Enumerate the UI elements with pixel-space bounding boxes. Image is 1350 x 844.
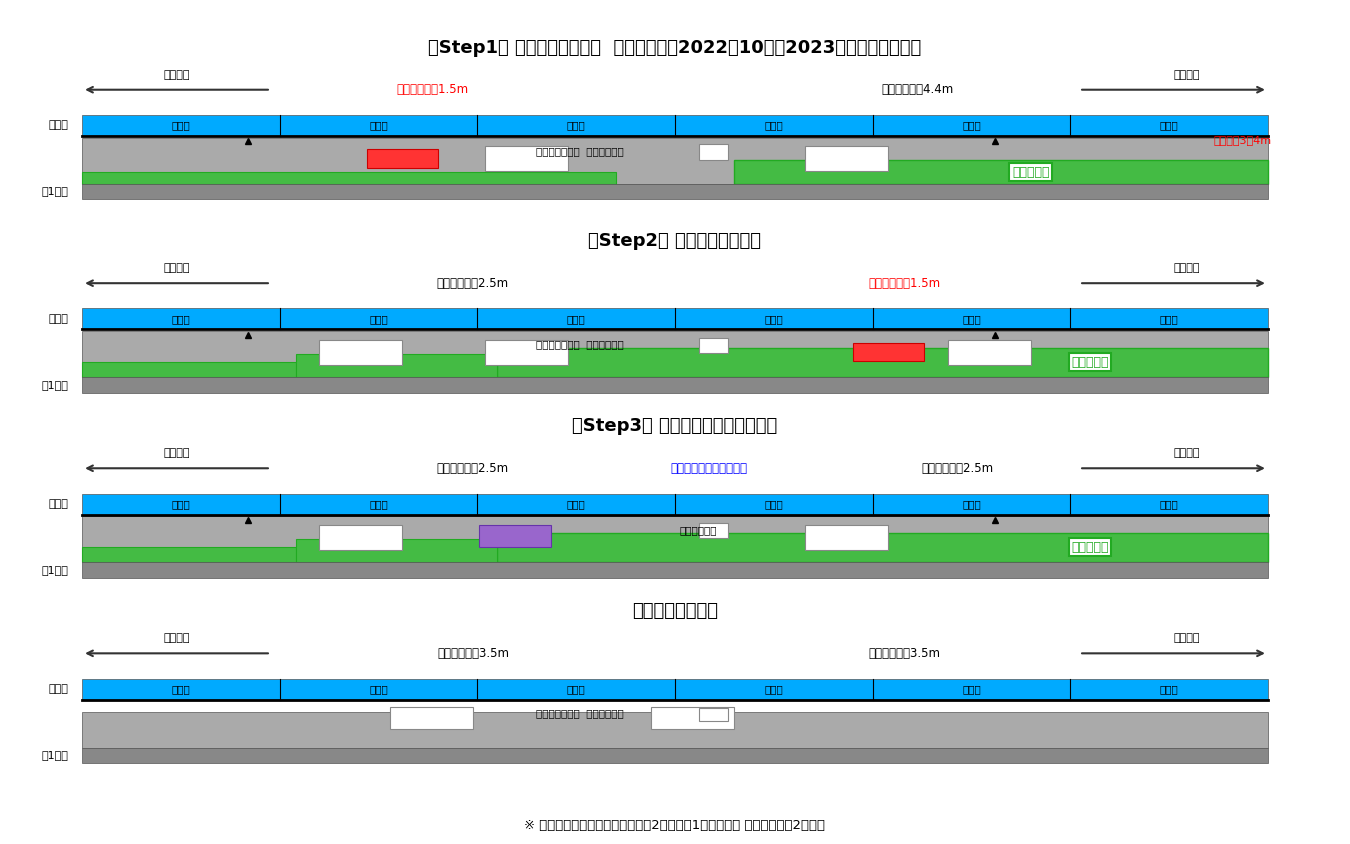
- Text: ２番線: ２番線: [49, 684, 69, 694]
- Text: エスカレーター  エレベーター: エスカレーター エレベーター: [536, 708, 624, 718]
- Text: ６両目: ６両目: [1160, 314, 1179, 324]
- FancyBboxPatch shape: [82, 712, 1268, 748]
- FancyBboxPatch shape: [390, 707, 474, 729]
- Text: ２両目: ２両目: [370, 684, 387, 694]
- Text: 旧1番線: 旧1番線: [42, 750, 69, 760]
- FancyBboxPatch shape: [82, 494, 1268, 515]
- Text: 階段幅員：約4.4m: 階段幅員：約4.4m: [882, 84, 953, 96]
- Text: 旭川方面: 旭川方面: [1173, 448, 1200, 458]
- Text: 《Step2》 東側階段幅員縮小: 《Step2》 東側階段幅員縮小: [589, 232, 761, 250]
- Text: ４両目: ４両目: [764, 314, 783, 324]
- Text: ４両目: ４両目: [764, 684, 783, 694]
- FancyBboxPatch shape: [485, 339, 568, 365]
- Text: ５両目: ５両目: [963, 499, 980, 509]
- Text: 旧1番線: 旧1番線: [42, 380, 69, 390]
- Text: 工事エリア: 工事エリア: [1071, 541, 1108, 554]
- Text: 小樽方面: 小樽方面: [163, 633, 190, 643]
- FancyBboxPatch shape: [82, 138, 1268, 184]
- FancyBboxPatch shape: [296, 539, 497, 562]
- Text: ３両目: ３両目: [567, 121, 586, 131]
- FancyBboxPatch shape: [367, 149, 437, 168]
- Text: １両目: １両目: [171, 314, 190, 324]
- Text: １両目: １両目: [171, 499, 190, 509]
- Text: 階段幅員：約2.5m: 階段幅員：約2.5m: [922, 462, 994, 475]
- FancyBboxPatch shape: [699, 338, 729, 353]
- Text: 階段幅員：約1.5m: 階段幅員：約1.5m: [868, 277, 940, 289]
- FancyBboxPatch shape: [82, 548, 296, 562]
- Text: １両目: １両目: [171, 684, 190, 694]
- FancyBboxPatch shape: [82, 517, 1268, 562]
- FancyBboxPatch shape: [806, 146, 888, 171]
- Text: ５両目: ５両目: [963, 684, 980, 694]
- FancyBboxPatch shape: [734, 160, 1268, 184]
- FancyBboxPatch shape: [82, 331, 1268, 377]
- Text: 《Step1》 西側階段幅員縮小  （工事期間：2022年10月～2023年度冬（予定））: 《Step1》 西側階段幅員縮小 （工事期間：2022年10月～2023年度冬（…: [428, 39, 922, 57]
- Text: 小樽方面: 小樽方面: [163, 69, 190, 79]
- FancyBboxPatch shape: [699, 523, 729, 538]
- Text: ３両目: ３両目: [567, 684, 586, 694]
- Text: 階段幅員：約2.5m: 階段幅員：約2.5m: [437, 277, 509, 289]
- Text: 工事エリア: 工事エリア: [1071, 356, 1108, 369]
- Text: ｜幅員：3～4m: ｜幅員：3～4m: [1214, 135, 1272, 145]
- Text: 階段幅員：約2.5m: 階段幅員：約2.5m: [437, 462, 509, 475]
- Text: ２番線: ２番線: [49, 499, 69, 509]
- FancyBboxPatch shape: [485, 146, 568, 171]
- Text: 階段幅員：約1.5m: 階段幅員：約1.5m: [397, 84, 468, 96]
- Text: ２両目: ２両目: [370, 121, 387, 131]
- Text: 《完成イメージ》: 《完成イメージ》: [632, 603, 718, 620]
- Text: ２両目: ２両目: [370, 314, 387, 324]
- FancyBboxPatch shape: [82, 377, 1268, 392]
- Text: エスカレーター  エレベーター: エスカレーター エレベーター: [536, 146, 624, 156]
- Text: 旧1番線: 旧1番線: [42, 565, 69, 575]
- Text: ２両目: ２両目: [370, 499, 387, 509]
- FancyBboxPatch shape: [82, 184, 1268, 199]
- Text: ６両目: ６両目: [1160, 499, 1179, 509]
- Text: 小樽方面: 小樽方面: [163, 263, 190, 273]
- Text: 旭川方面: 旭川方面: [1173, 633, 1200, 643]
- Text: ５両目: ５両目: [963, 121, 980, 131]
- Text: 小樽方面: 小樽方面: [163, 448, 190, 458]
- Text: ※ エスカレーターは、「上り」を2人用から1人用に変更 （「下り」は2人用）: ※ エスカレーターは、「上り」を2人用から1人用に変更 （「下り」は2人用）: [525, 820, 825, 832]
- FancyBboxPatch shape: [296, 354, 497, 377]
- Text: ３両目: ３両目: [567, 499, 586, 509]
- Text: 階段幅員：約3.5m: 階段幅員：約3.5m: [437, 647, 509, 660]
- FancyBboxPatch shape: [82, 172, 616, 184]
- FancyBboxPatch shape: [320, 525, 402, 549]
- FancyBboxPatch shape: [82, 362, 296, 377]
- FancyBboxPatch shape: [320, 339, 402, 365]
- Text: 旭川方面: 旭川方面: [1173, 69, 1200, 79]
- Text: ２番線: ２番線: [49, 121, 69, 131]
- Text: ６両目: ６両目: [1160, 684, 1179, 694]
- Text: 旧1番線: 旧1番線: [42, 187, 69, 197]
- FancyBboxPatch shape: [497, 348, 1268, 377]
- FancyBboxPatch shape: [497, 533, 1268, 562]
- Text: ４両目: ４両目: [764, 499, 783, 509]
- FancyBboxPatch shape: [853, 343, 923, 361]
- FancyBboxPatch shape: [806, 525, 888, 549]
- FancyBboxPatch shape: [479, 526, 551, 547]
- Text: エレベーター: エレベーター: [680, 525, 717, 535]
- Text: ６両目: ６両目: [1160, 121, 1179, 131]
- Text: 階段幅員：約3.5m: 階段幅員：約3.5m: [868, 647, 940, 660]
- FancyBboxPatch shape: [948, 339, 1030, 365]
- Text: ４両目: ４両目: [764, 121, 783, 131]
- FancyBboxPatch shape: [699, 708, 729, 721]
- Text: ３両目: ３両目: [567, 314, 586, 324]
- Text: ５両目: ５両目: [963, 314, 980, 324]
- FancyBboxPatch shape: [82, 115, 1268, 136]
- Text: エスカレーター使用停止: エスカレーター使用停止: [670, 462, 747, 475]
- Text: 旭川方面: 旭川方面: [1173, 263, 1200, 273]
- Text: 《Step3》 エスカレーター使用停止: 《Step3》 エスカレーター使用停止: [572, 417, 778, 436]
- FancyBboxPatch shape: [699, 144, 729, 160]
- Text: エスカレーター  エレベーター: エスカレーター エレベーター: [536, 339, 624, 349]
- FancyBboxPatch shape: [82, 679, 1268, 700]
- Text: １両目: １両目: [171, 121, 190, 131]
- FancyBboxPatch shape: [82, 308, 1268, 329]
- FancyBboxPatch shape: [651, 707, 734, 729]
- Text: 工事エリア: 工事エリア: [1012, 165, 1049, 179]
- FancyBboxPatch shape: [82, 748, 1268, 763]
- FancyBboxPatch shape: [82, 562, 1268, 577]
- Text: ２番線: ２番線: [49, 314, 69, 324]
